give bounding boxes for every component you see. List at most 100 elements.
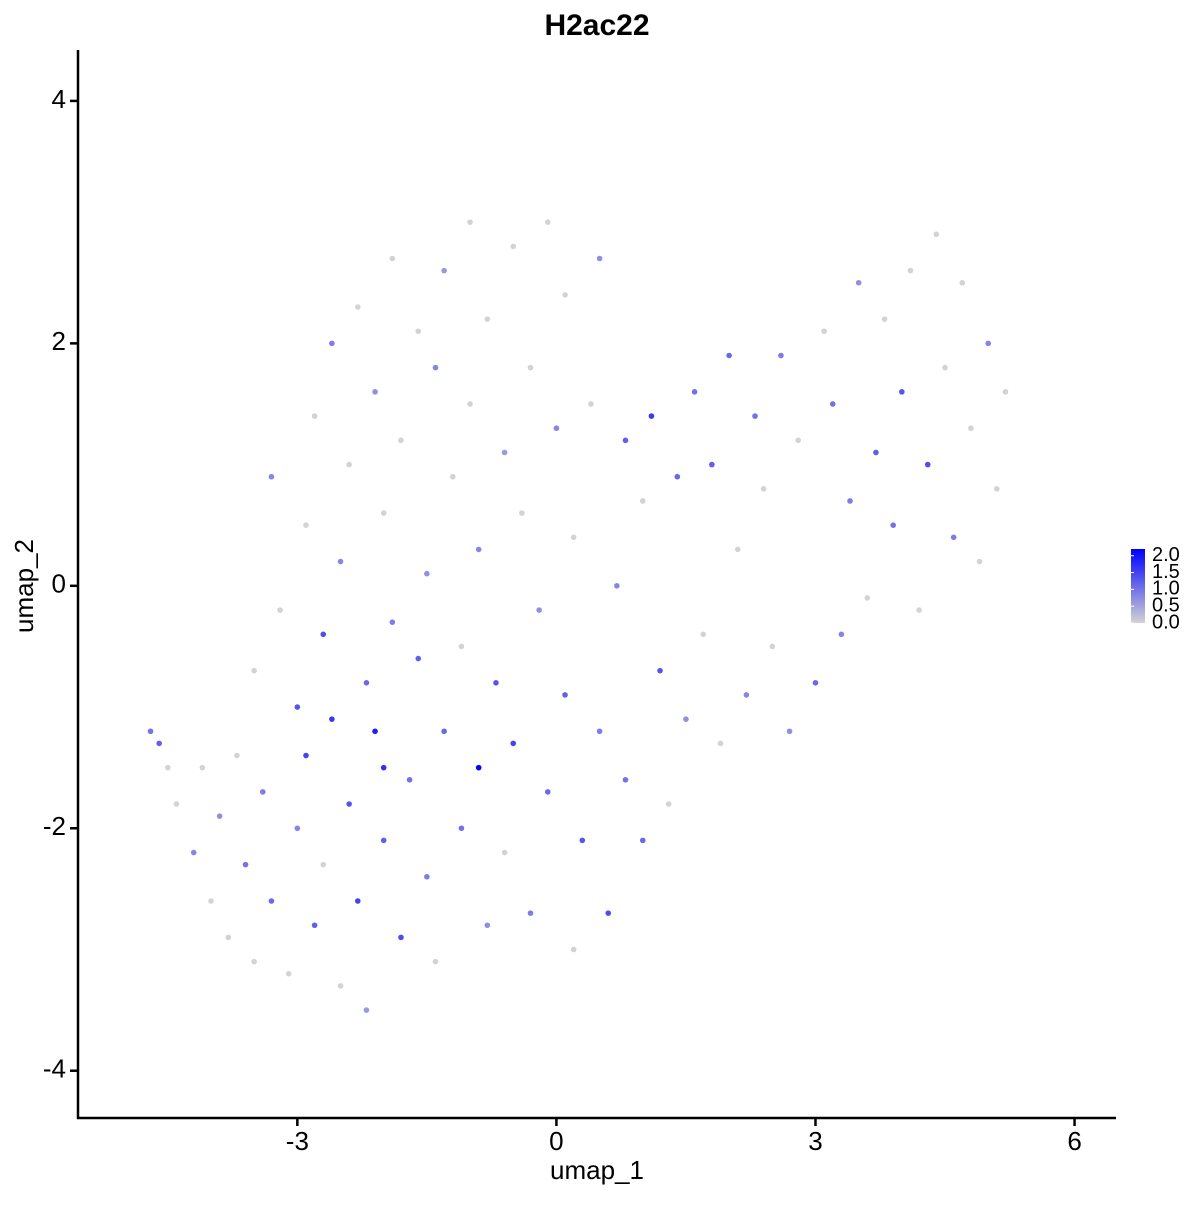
point: [493, 679, 499, 686]
point: [285, 970, 292, 977]
colorbar: [1131, 549, 1145, 623]
point: [303, 752, 309, 759]
point: [475, 546, 482, 553]
point: [916, 607, 922, 613]
point: [199, 764, 206, 771]
point: [251, 958, 257, 965]
x-tick-label: 0: [549, 1126, 563, 1156]
point: [743, 692, 750, 698]
point: [510, 243, 517, 250]
point: [665, 801, 672, 807]
point: [147, 728, 154, 735]
point: [389, 619, 396, 625]
point: [216, 813, 223, 819]
point: [294, 825, 301, 832]
point: [190, 849, 197, 856]
y-tick-label: 4: [52, 84, 66, 114]
point: [311, 413, 318, 419]
point: [458, 643, 465, 650]
point: [242, 861, 249, 868]
point: [622, 776, 629, 783]
point: [354, 898, 361, 904]
point: [484, 316, 491, 322]
point: [406, 776, 413, 783]
point: [441, 728, 447, 735]
point: [648, 413, 655, 419]
point: [432, 364, 439, 371]
point: [596, 728, 603, 735]
point: [588, 401, 594, 407]
point: [415, 328, 422, 335]
point: [752, 413, 758, 419]
y-axis-label: umap_2: [9, 539, 39, 633]
point: [501, 449, 508, 456]
point: [519, 510, 525, 516]
point: [562, 292, 568, 298]
point: [156, 740, 162, 747]
point: [354, 304, 361, 310]
point: [527, 364, 534, 371]
point: [467, 401, 473, 407]
point: [821, 328, 827, 335]
point: [389, 255, 396, 262]
point: [398, 934, 404, 941]
point: [596, 255, 603, 262]
point: [924, 461, 931, 468]
point: [899, 389, 905, 395]
point: [225, 934, 232, 941]
point: [501, 849, 508, 856]
point: [268, 898, 275, 904]
point: [544, 219, 551, 225]
point: [562, 692, 568, 698]
point: [320, 861, 327, 868]
point: [570, 534, 577, 541]
y-tick-label: -2: [43, 811, 66, 841]
point: [449, 473, 456, 480]
point: [484, 922, 491, 929]
point: [769, 643, 776, 650]
point: [795, 437, 802, 444]
point: [959, 279, 966, 286]
point: [173, 801, 180, 807]
point: [933, 231, 940, 238]
point: [985, 340, 991, 347]
point: [605, 910, 612, 916]
point: [165, 764, 171, 771]
x-axis-label: umap_1: [550, 1155, 644, 1185]
point: [544, 789, 551, 795]
colorbar-tick-label: 1.5: [1152, 561, 1180, 583]
point: [380, 510, 387, 516]
point: [372, 389, 378, 395]
point: [415, 655, 422, 662]
point: [829, 401, 836, 407]
point: [363, 679, 370, 686]
point: [683, 716, 689, 722]
point: [527, 910, 534, 916]
point: [838, 631, 845, 638]
point: [320, 631, 327, 638]
point: [251, 667, 257, 674]
point: [639, 837, 646, 844]
point: [458, 825, 465, 832]
point: [778, 352, 784, 359]
point: [950, 534, 957, 541]
point: [786, 728, 793, 735]
point: [510, 740, 517, 747]
point: [622, 437, 629, 444]
point: [398, 437, 404, 444]
point: [372, 728, 378, 735]
point: [234, 752, 240, 759]
point: [553, 425, 560, 432]
colorbar-tick-label: 0.5: [1152, 594, 1180, 616]
point: [847, 498, 853, 504]
point: [579, 837, 586, 844]
point: [968, 425, 974, 432]
y-tick-label: 2: [52, 326, 66, 356]
colorbar-tick-label: 1.0: [1152, 578, 1180, 600]
x-tick-label: 6: [1067, 1126, 1081, 1156]
point: [380, 764, 387, 771]
point: [639, 498, 646, 504]
point: [907, 267, 914, 274]
point: [614, 583, 620, 589]
